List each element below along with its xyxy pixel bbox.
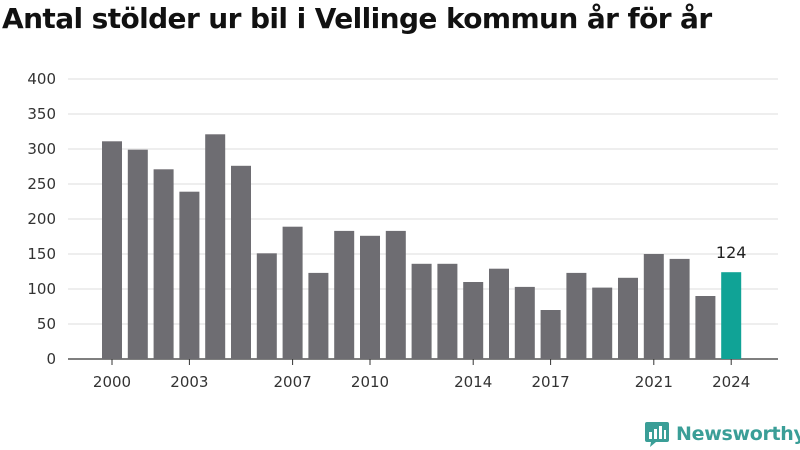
y-tick-label-50: 50 <box>37 315 56 333</box>
newsworthy-bar-chart-icon <box>645 422 669 447</box>
bar-2008 <box>308 272 329 359</box>
annotations: 124 <box>716 243 747 262</box>
bar-2015 <box>489 268 509 359</box>
bar-2013 <box>437 263 458 359</box>
bar-2006 <box>256 253 277 359</box>
x-tick-label-2017: 2017 <box>532 373 570 391</box>
y-tick-label-100: 100 <box>27 280 56 298</box>
y-axis-ticks: 0 50 100 150 200 250 300 350 400 <box>27 70 56 368</box>
bar-2003 <box>179 191 200 359</box>
data-label-2024: 124 <box>716 243 747 262</box>
bar-2010 <box>360 235 380 359</box>
bar-2016 <box>514 286 535 359</box>
bar-2024 <box>721 272 742 359</box>
brand-name: Newsworthy <box>676 423 800 445</box>
bar-2020 <box>618 277 638 359</box>
x-tick-label-2007: 2007 <box>274 373 312 391</box>
bar-2014 <box>463 282 484 359</box>
bar-2023 <box>695 296 716 359</box>
bar-2018 <box>566 272 587 359</box>
y-tick-label-200: 200 <box>27 210 56 228</box>
bar-2002 <box>153 169 174 359</box>
bar-2007 <box>282 226 303 359</box>
bars <box>102 134 742 359</box>
bar-2009 <box>334 230 355 359</box>
chart-title: Antal stölder ur bil i Vellinge kommun å… <box>2 2 712 35</box>
bar-2021 <box>643 254 664 359</box>
bar-2019 <box>592 287 613 359</box>
bar-2011 <box>385 230 406 359</box>
bar-2004 <box>205 134 226 359</box>
bar-2012 <box>411 263 432 359</box>
x-tick-label-2014: 2014 <box>454 373 492 391</box>
bar-2005 <box>231 165 251 359</box>
bar-2001 <box>127 149 148 359</box>
x-tick-label-2000: 2000 <box>93 373 131 391</box>
y-tick-label-150: 150 <box>27 245 56 263</box>
x-tick-label-2021: 2021 <box>635 373 673 391</box>
y-tick-label-250: 250 <box>27 175 56 193</box>
y-tick-label-0: 0 <box>46 350 56 368</box>
x-tick-label-2010: 2010 <box>351 373 389 391</box>
x-tick-label-2003: 2003 <box>170 373 208 391</box>
newsworthy-logo: Newsworthy <box>644 420 800 448</box>
x-axis-ticks: 2000 2003 2007 2010 2014 2017 2021 2024 <box>93 359 750 391</box>
x-tick-label-2024: 2024 <box>712 373 750 391</box>
bar-2000 <box>102 141 122 359</box>
y-tick-label-300: 300 <box>27 140 56 158</box>
y-tick-label-400: 400 <box>27 70 56 88</box>
bar-2022 <box>669 258 690 359</box>
bar-2017 <box>540 310 561 359</box>
y-tick-label-350: 350 <box>27 105 56 123</box>
